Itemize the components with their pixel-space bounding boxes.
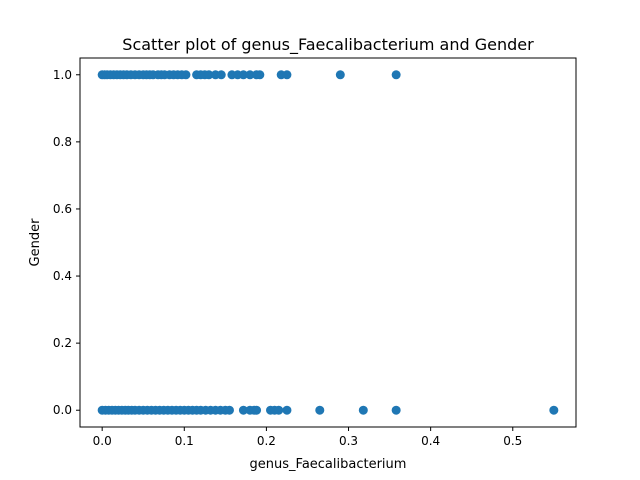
data-point-0-23 bbox=[181, 70, 191, 80]
data-point-0-37 bbox=[282, 70, 292, 80]
data-point-0-80 bbox=[282, 405, 292, 415]
y-tick-label-5: 1.0 bbox=[53, 68, 72, 82]
y-tick-label-2: 0.4 bbox=[53, 269, 72, 283]
data-point-0-76 bbox=[252, 405, 262, 415]
x-tick-label-4: 0.4 bbox=[421, 434, 440, 448]
y-tick-label-0: 0.0 bbox=[53, 403, 72, 417]
x-tick-label-1: 0.1 bbox=[175, 434, 194, 448]
data-point-0-81 bbox=[315, 405, 325, 415]
data-point-0-32 bbox=[238, 70, 248, 80]
data-point-0-27 bbox=[204, 70, 214, 80]
y-axis-ticks: 0.0 0.2 0.4 0.6 0.8 1.0 bbox=[53, 68, 80, 417]
data-point-0-73 bbox=[238, 405, 248, 415]
data-point-0-72 bbox=[224, 405, 234, 415]
x-axis-ticks: 0.0 0.1 0.2 0.3 0.4 0.5 bbox=[93, 427, 522, 448]
data-point-0-33 bbox=[245, 70, 255, 80]
data-point-0-82 bbox=[358, 405, 368, 415]
data-points bbox=[97, 70, 559, 415]
data-point-0-38 bbox=[335, 70, 345, 80]
data-point-0-84 bbox=[549, 405, 559, 415]
y-tick-label-4: 0.8 bbox=[53, 135, 72, 149]
data-point-0-35 bbox=[255, 70, 265, 80]
plot-frame bbox=[79, 57, 577, 428]
data-point-0-79 bbox=[274, 405, 284, 415]
x-tick-label-0: 0.0 bbox=[93, 434, 112, 448]
data-point-0-39 bbox=[391, 70, 401, 80]
y-tick-label-1: 0.2 bbox=[53, 336, 72, 350]
y-tick-label-3: 0.6 bbox=[53, 202, 72, 216]
x-tick-label-5: 0.5 bbox=[503, 434, 522, 448]
chart-title: Scatter plot of genus_Faecalibacterium a… bbox=[122, 35, 534, 55]
y-axis-label: Gender bbox=[28, 218, 43, 267]
x-tick-label-2: 0.2 bbox=[257, 434, 276, 448]
x-tick-label-3: 0.3 bbox=[339, 434, 358, 448]
data-point-0-83 bbox=[391, 405, 401, 415]
data-point-0-29 bbox=[216, 70, 226, 80]
x-axis-label: genus_Faecalibacterium bbox=[250, 457, 407, 472]
